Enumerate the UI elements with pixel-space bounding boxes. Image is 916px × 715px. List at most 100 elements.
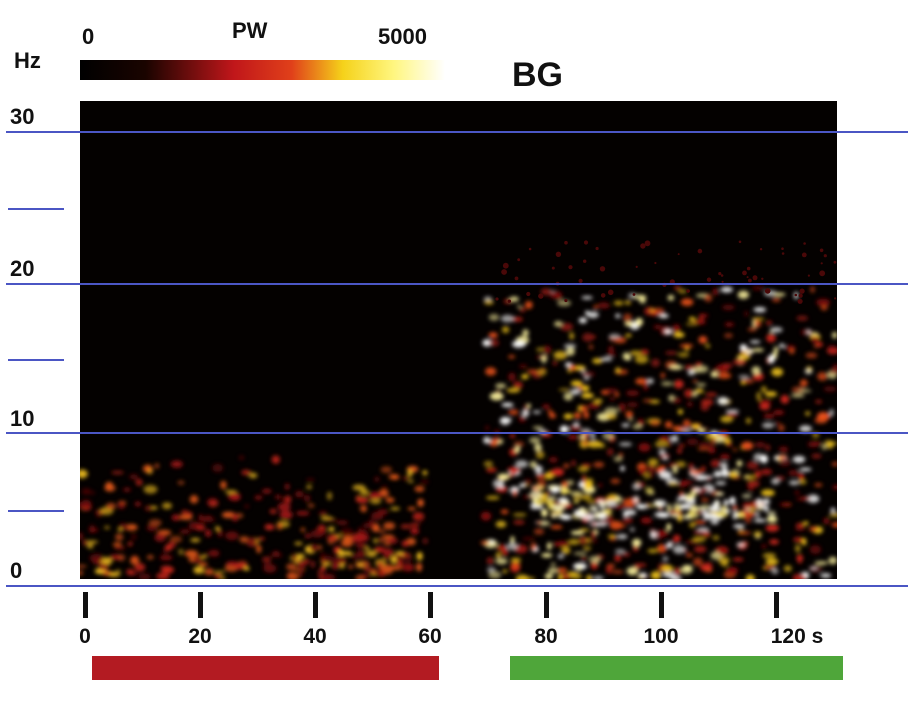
spectral-power-blob xyxy=(277,502,291,511)
spectral-power-blob xyxy=(820,573,832,578)
low-power-speck xyxy=(568,265,573,270)
spectral-power-blob xyxy=(246,537,258,545)
spectral-power-blob xyxy=(126,568,135,576)
spectral-power-blob xyxy=(679,480,693,485)
spectral-power-blob xyxy=(519,364,528,369)
spectral-power-blob xyxy=(577,466,589,472)
spectral-power-blob xyxy=(321,573,336,579)
spectral-power-blob xyxy=(635,317,643,327)
spectral-power-blob xyxy=(720,415,734,423)
spectral-power-blob xyxy=(679,343,694,349)
spectral-power-blob xyxy=(689,469,703,475)
spectral-power-blob xyxy=(588,344,594,350)
spectral-power-blob xyxy=(117,502,126,510)
low-power-speck xyxy=(502,262,509,269)
spectral-power-blob xyxy=(536,478,547,488)
low-power-speck xyxy=(564,240,568,245)
spectral-power-blob xyxy=(793,537,804,543)
low-power-speck xyxy=(599,266,606,272)
spectral-power-blob xyxy=(225,531,239,541)
spectral-power-blob xyxy=(495,485,508,493)
spectral-power-blob xyxy=(563,463,570,469)
spectral-power-blob xyxy=(148,519,162,527)
spectral-power-blob xyxy=(788,480,800,486)
spectral-power-blob xyxy=(624,321,634,327)
condition-bar-green xyxy=(510,656,843,680)
spectral-power-blob xyxy=(388,474,400,480)
spectral-power-blob xyxy=(606,565,612,574)
y-tick-label-30: 30 xyxy=(10,104,35,129)
spectral-power-blob xyxy=(416,562,422,572)
spectral-power-blob xyxy=(577,565,582,572)
spectral-power-blob xyxy=(614,392,620,397)
spectral-power-blob xyxy=(735,511,745,519)
spectral-power-blob xyxy=(680,428,693,433)
spectral-power-blob xyxy=(498,543,506,549)
spectral-power-blob xyxy=(796,554,804,562)
spectral-power-blob xyxy=(551,513,557,518)
spectral-power-blob xyxy=(733,359,747,365)
spectral-power-blob xyxy=(326,534,338,542)
spectral-power-blob xyxy=(322,555,334,564)
x-tick-120 xyxy=(774,592,779,618)
spectral-power-blob xyxy=(643,383,648,391)
spectral-power-blob xyxy=(254,495,263,500)
spectral-power-blob xyxy=(271,455,280,464)
low-power-speck xyxy=(833,260,837,264)
spectral-power-blob xyxy=(745,417,752,424)
spectral-power-blob xyxy=(264,524,275,530)
spectral-power-blob xyxy=(522,537,536,541)
spectral-power-blob xyxy=(304,558,310,564)
spectral-power-blob xyxy=(645,504,659,508)
spectral-power-blob xyxy=(568,538,580,545)
spectral-power-blob xyxy=(711,503,718,512)
spectral-power-blob xyxy=(184,550,199,558)
minor-tick-25hz xyxy=(8,208,64,210)
spectral-power-blob xyxy=(810,286,815,293)
spectral-power-blob xyxy=(637,575,644,579)
spectral-power-blob xyxy=(632,424,643,430)
spectral-power-blob xyxy=(685,553,693,558)
spectral-power-blob xyxy=(306,484,312,490)
spectral-power-blob xyxy=(626,566,639,576)
spectral-power-blob xyxy=(240,559,245,564)
spectral-power-blob xyxy=(720,559,729,567)
spectral-power-blob xyxy=(485,425,490,431)
spectral-power-blob xyxy=(736,460,743,467)
spectrogram-svg xyxy=(80,101,837,579)
spectral-power-blob xyxy=(645,487,654,494)
spectral-power-blob xyxy=(696,527,710,532)
spectral-power-blob xyxy=(162,549,168,554)
spectral-power-blob xyxy=(560,323,573,331)
spectral-power-blob xyxy=(580,405,588,413)
spectral-power-blob xyxy=(400,524,412,529)
spectral-power-blob xyxy=(285,483,290,491)
spectral-power-blob xyxy=(391,555,397,564)
low-power-speck xyxy=(507,299,511,303)
spectral-power-blob xyxy=(488,332,498,338)
spectral-power-blob xyxy=(648,458,659,467)
spectral-power-blob xyxy=(354,559,359,563)
spectral-power-blob xyxy=(256,544,262,554)
spectral-power-blob xyxy=(715,481,727,486)
spectral-power-blob xyxy=(569,424,582,431)
x-tick-80 xyxy=(544,592,549,618)
spectral-power-blob xyxy=(582,332,594,342)
spectral-power-blob xyxy=(582,546,592,551)
spectral-power-blob xyxy=(581,385,590,392)
spectral-power-blob xyxy=(547,542,552,551)
spectral-power-blob xyxy=(212,463,224,473)
spectral-power-blob xyxy=(154,463,160,469)
spectral-power-blob xyxy=(667,294,675,301)
spectral-power-blob xyxy=(536,521,543,525)
spectral-power-blob xyxy=(808,526,818,532)
spectral-power-blob xyxy=(284,495,292,504)
spectral-power-blob xyxy=(190,537,201,543)
spectral-power-blob xyxy=(401,563,415,572)
spectral-power-blob xyxy=(221,511,236,519)
spectral-power-blob xyxy=(563,413,573,420)
spectral-power-blob xyxy=(746,461,759,470)
spectral-power-blob xyxy=(616,534,628,540)
spectral-power-blob xyxy=(573,499,579,504)
x-tick-label-80: 80 xyxy=(534,625,558,648)
